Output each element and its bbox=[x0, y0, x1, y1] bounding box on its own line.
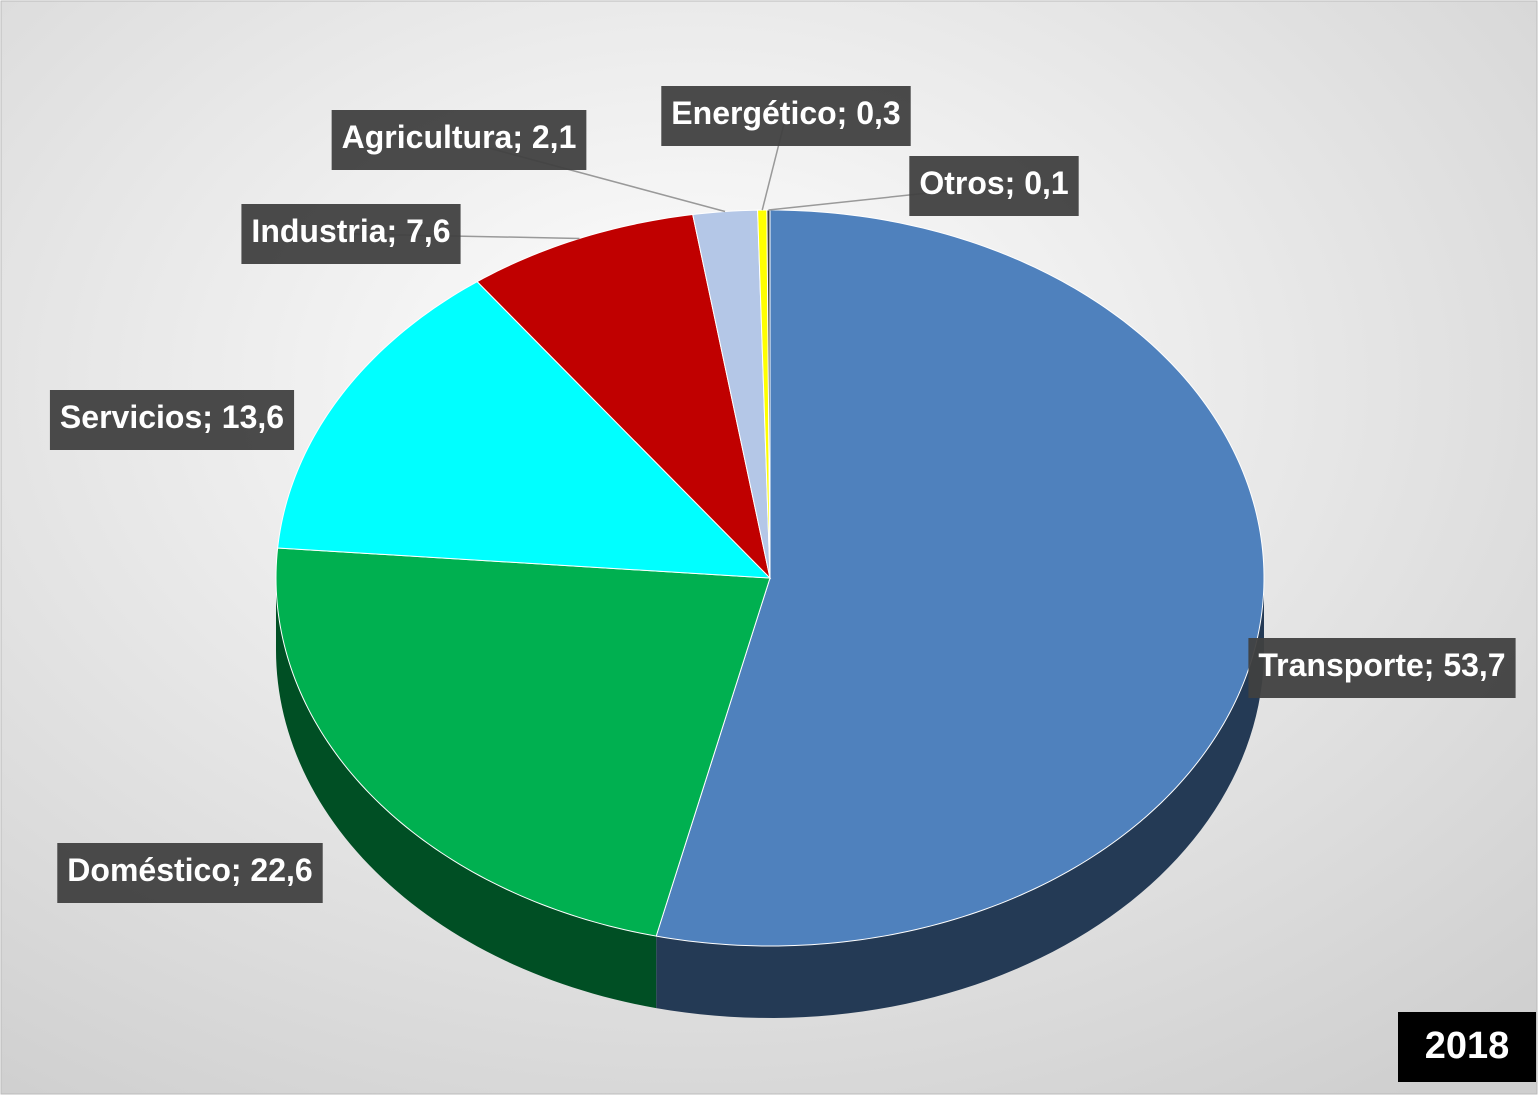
label-category: Energético bbox=[671, 95, 836, 131]
data-label: Transporte; 53,7 bbox=[1248, 638, 1516, 698]
data-label: Industria; 7,6 bbox=[241, 204, 580, 264]
label-category: Industria bbox=[251, 213, 386, 249]
pie bbox=[275, 209, 1265, 1018]
year-label: 2018 bbox=[1425, 1025, 1510, 1067]
slice bbox=[275, 547, 771, 937]
label-text: Industria; 7,6 bbox=[251, 213, 450, 249]
slice bbox=[277, 281, 772, 579]
label-value: 7,6 bbox=[406, 213, 450, 249]
label-separator: ; bbox=[202, 399, 222, 435]
label-box bbox=[909, 156, 1079, 216]
year-box bbox=[1398, 1012, 1536, 1082]
label-category: Servicios bbox=[60, 399, 202, 435]
label-separator: ; bbox=[1005, 165, 1025, 201]
label-text: Energético; 0,3 bbox=[671, 95, 900, 131]
label-separator: ; bbox=[387, 213, 407, 249]
data-label: Energético; 0,3 bbox=[661, 86, 911, 211]
label-box bbox=[661, 86, 911, 146]
label-value: 0,1 bbox=[1024, 165, 1068, 201]
slice bbox=[655, 209, 1265, 947]
label-category: Transporte bbox=[1258, 647, 1423, 683]
data-label: Agricultura; 2,1 bbox=[331, 110, 726, 213]
data-label: Otros; 0,1 bbox=[768, 156, 1079, 216]
label-text: Transporte; 53,7 bbox=[1258, 647, 1505, 683]
label-text: Doméstico; 22,6 bbox=[67, 852, 312, 888]
label-category: Otros bbox=[919, 165, 1004, 201]
label-box bbox=[57, 843, 323, 903]
data-label: Servicios; 13,6 bbox=[49, 390, 295, 450]
label-category: Doméstico bbox=[67, 852, 231, 888]
label-separator: ; bbox=[1424, 647, 1444, 683]
label-value: 2,1 bbox=[532, 119, 576, 155]
label-text: Servicios; 13,6 bbox=[60, 399, 284, 435]
label-text: Agricultura; 2,1 bbox=[342, 119, 577, 155]
label-value: 53,7 bbox=[1443, 647, 1505, 683]
labels: Transporte; 53,7 Doméstico; 22,6 Servicios… bbox=[49, 86, 1516, 903]
label-value: 13,6 bbox=[222, 399, 284, 435]
label-box bbox=[331, 110, 587, 170]
label-separator: ; bbox=[512, 119, 532, 155]
slice bbox=[476, 213, 771, 580]
data-label: Doméstico; 22,6 bbox=[57, 843, 323, 903]
label-value: 0,3 bbox=[856, 95, 900, 131]
label-separator: ; bbox=[231, 852, 251, 888]
label-box bbox=[49, 390, 295, 450]
slice-side bbox=[276, 578, 657, 1009]
slice-side bbox=[656, 578, 1264, 1018]
label-value: 22,6 bbox=[250, 852, 312, 888]
label-text: Otros; 0,1 bbox=[919, 165, 1068, 201]
label-category: Agricultura bbox=[342, 119, 513, 155]
label-separator: ; bbox=[837, 95, 857, 131]
label-box bbox=[241, 204, 461, 264]
label-box bbox=[1248, 638, 1516, 698]
